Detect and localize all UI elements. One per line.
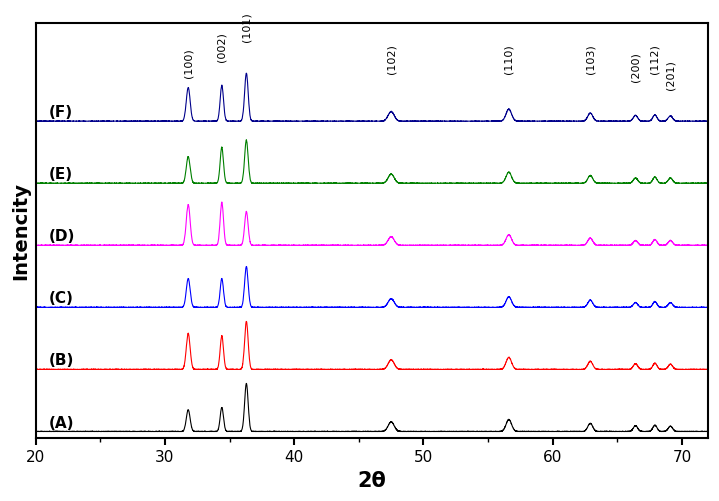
Text: (002): (002)	[217, 32, 226, 62]
Text: (B): (B)	[49, 353, 74, 368]
Text: (F): (F)	[49, 105, 73, 120]
Text: (200): (200)	[631, 52, 641, 82]
Text: (110): (110)	[504, 44, 514, 74]
Text: (C): (C)	[49, 291, 73, 306]
Text: (D): (D)	[49, 229, 75, 244]
Text: (103): (103)	[585, 44, 595, 74]
Text: (E): (E)	[49, 167, 73, 182]
Text: (101): (101)	[242, 13, 252, 42]
X-axis label: 2θ: 2θ	[357, 470, 386, 490]
Text: (112): (112)	[650, 44, 660, 74]
Text: (102): (102)	[386, 44, 396, 74]
Text: (100): (100)	[183, 48, 193, 78]
Y-axis label: Intencity: Intencity	[11, 182, 30, 280]
Text: (201): (201)	[665, 60, 675, 90]
Text: (A): (A)	[49, 415, 74, 430]
